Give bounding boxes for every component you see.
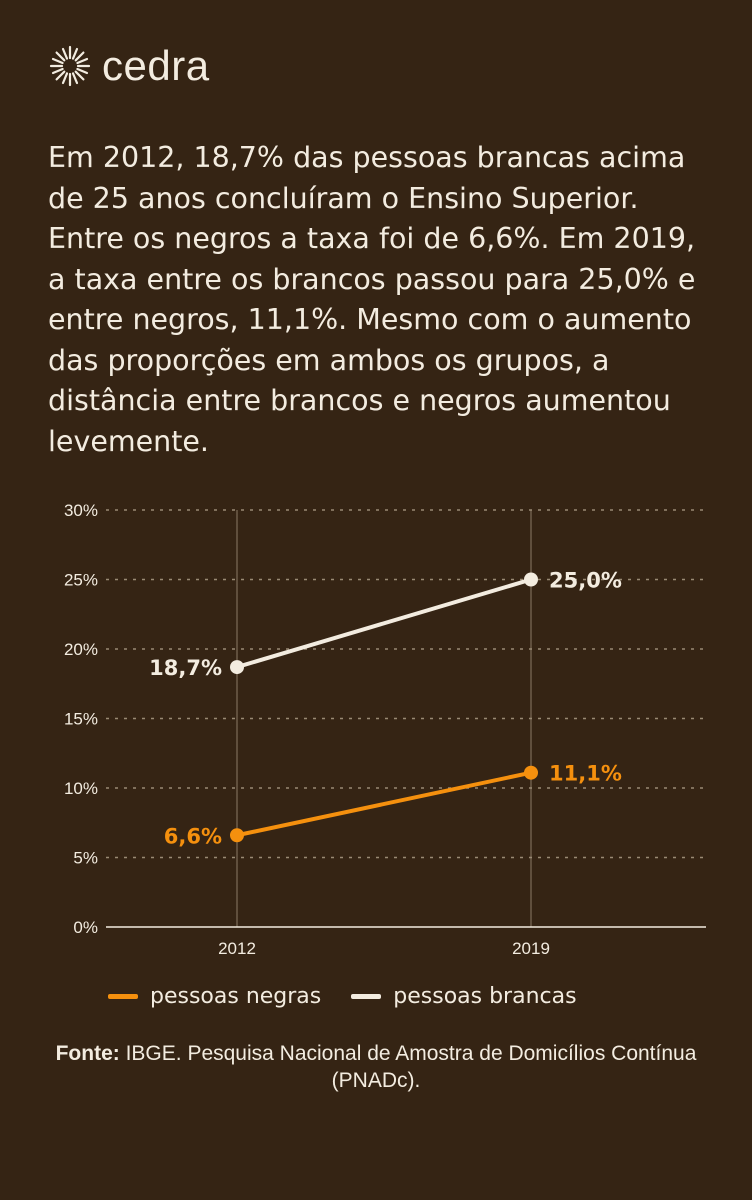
- data-point: [230, 828, 244, 843]
- y-tick-label: 0%: [73, 918, 98, 937]
- sun-icon: [49, 45, 91, 87]
- data-label: 18,7%: [149, 656, 222, 680]
- data-point: [230, 660, 244, 675]
- data-label: 25,0%: [549, 569, 622, 593]
- legend-swatch: [108, 994, 138, 999]
- legend-label: pessoas brancas: [393, 984, 577, 1009]
- chart-legend: pessoas negras pessoas brancas: [108, 984, 607, 1009]
- y-tick-label: 30%: [64, 501, 98, 520]
- y-tick-label: 10%: [64, 779, 98, 798]
- source-note: Fonte: IBGE. Pesquisa Nacional de Amostr…: [40, 1040, 712, 1094]
- data-label: 6,6%: [164, 824, 222, 848]
- data-point: [524, 572, 538, 587]
- line-chart: 0% 5% 10% 15% 20% 25% 30% 2012 2019 6,6% 11,1% 18,7…: [64, 501, 706, 958]
- brand-logo: cedra: [48, 44, 210, 88]
- y-tick-label: 5%: [73, 849, 98, 868]
- intro-paragraph: Em 2012, 18,7% das pessoas brancas acima…: [48, 141, 696, 458]
- legend-item: pessoas negras: [108, 984, 321, 1009]
- series-line: [236, 577, 532, 669]
- data-point: [524, 765, 538, 780]
- x-tick-label: 2019: [512, 939, 550, 958]
- series-line: [236, 770, 532, 838]
- legend-swatch: [351, 994, 382, 999]
- x-tick-label: 2012: [218, 939, 256, 958]
- legend-item: pessoas brancas: [351, 984, 577, 1009]
- brand-name: cedra: [102, 42, 210, 89]
- y-tick-label: 25%: [64, 571, 98, 590]
- y-tick-label: 20%: [64, 640, 98, 659]
- legend-label: pessoas negras: [150, 984, 322, 1009]
- source-label: Fonte:: [55, 1042, 120, 1065]
- source-text: IBGE. Pesquisa Nacional de Amostra de Do…: [125, 1042, 697, 1092]
- data-label: 11,1%: [549, 762, 622, 786]
- y-tick-label: 15%: [64, 710, 98, 729]
